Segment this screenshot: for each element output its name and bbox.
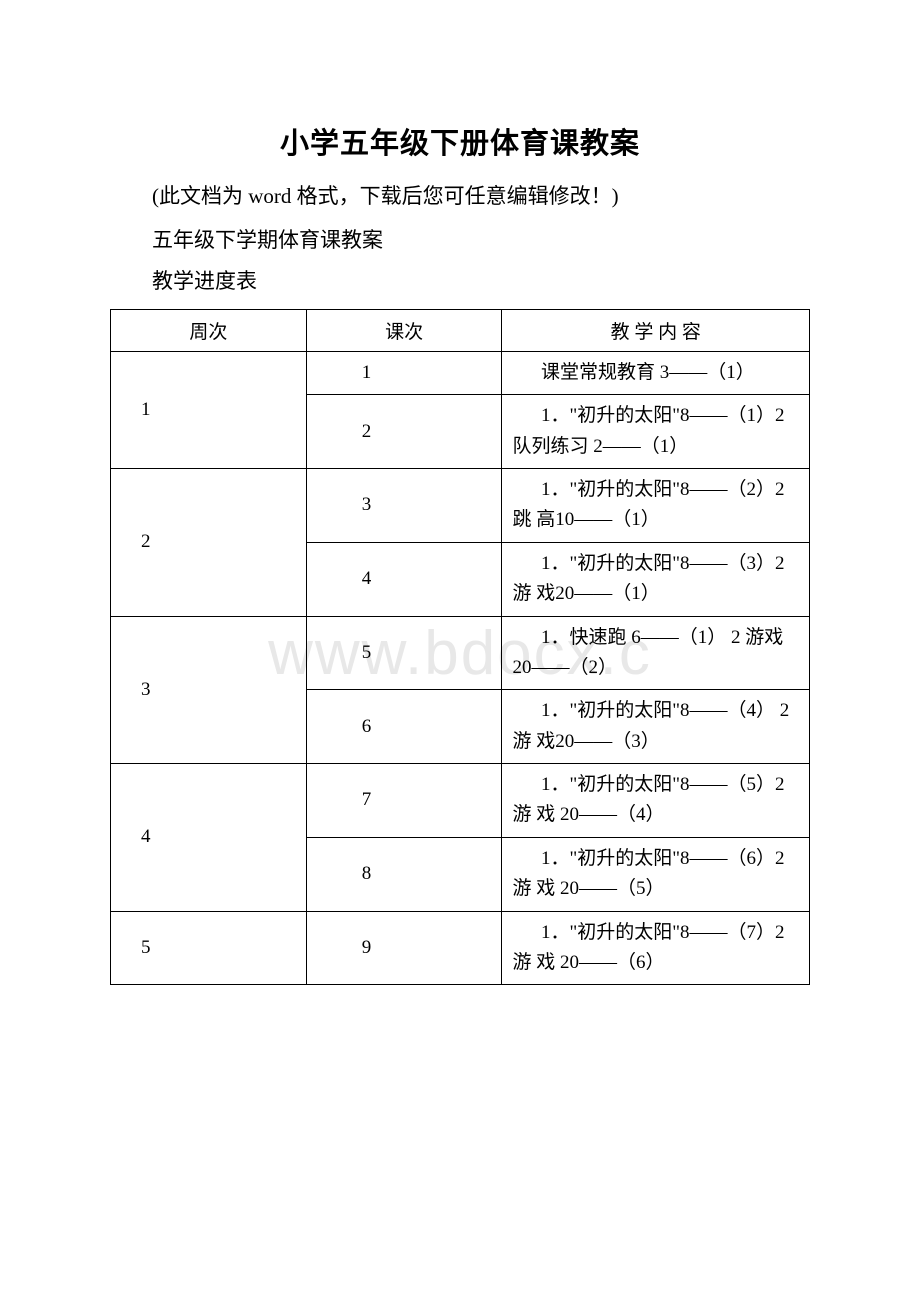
table-row: 11课堂常规教育 3——（1） bbox=[111, 351, 810, 394]
section-heading-2: 教学进度表 bbox=[110, 265, 810, 299]
table-row: 231．"初升的太阳"8——（2）2 跳 高10——（1） bbox=[111, 468, 810, 542]
schedule-table-wrap: 周次 课次 教 学 内 容 11课堂常规教育 3——（1）21．"初升的太阳"8… bbox=[110, 309, 810, 986]
content-cell: 课堂常规教育 3——（1） bbox=[502, 351, 810, 394]
content-cell: 1．"初升的太阳"8——（6）2 游 戏 20——（5） bbox=[502, 837, 810, 911]
lesson-cell: 2 bbox=[306, 395, 502, 469]
lesson-cell: 4 bbox=[306, 542, 502, 616]
content-cell: 1．"初升的太阳"8——（4） 2 游 戏20——（3） bbox=[502, 690, 810, 764]
header-content: 教 学 内 容 bbox=[502, 309, 810, 351]
lesson-cell: 6 bbox=[306, 690, 502, 764]
week-cell: 2 bbox=[111, 468, 307, 616]
table-header-row: 周次 课次 教 学 内 容 bbox=[111, 309, 810, 351]
subtitle-text: (此文档为 word 格式，下载后您可任意编辑修改！) bbox=[110, 180, 810, 214]
content-cell: 1．"初升的太阳"8——（1）2 队列练习 2——（1） bbox=[502, 395, 810, 469]
content-cell: 1．"初升的太阳"8——（2）2 跳 高10——（1） bbox=[502, 468, 810, 542]
header-week: 周次 bbox=[111, 309, 307, 351]
lesson-cell: 7 bbox=[306, 764, 502, 838]
lesson-cell: 9 bbox=[306, 911, 502, 985]
lesson-cell: 8 bbox=[306, 837, 502, 911]
content-cell: 1．"初升的太阳"8——（3）2 游 戏20——（1） bbox=[502, 542, 810, 616]
content-cell: 1．"初升的太阳"8——（7）2 游 戏 20——（6） bbox=[502, 911, 810, 985]
week-cell: 5 bbox=[111, 911, 307, 985]
week-cell: 4 bbox=[111, 764, 307, 912]
table-row: 471．"初升的太阳"8——（5）2 游 戏 20——（4） bbox=[111, 764, 810, 838]
schedule-table: 周次 课次 教 学 内 容 11课堂常规教育 3——（1）21．"初升的太阳"8… bbox=[110, 309, 810, 986]
header-lesson: 课次 bbox=[306, 309, 502, 351]
week-cell: 1 bbox=[111, 351, 307, 468]
lesson-cell: 5 bbox=[306, 616, 502, 690]
content-cell: 1．快速跑 6——（1） 2 游戏 20——（2） bbox=[502, 616, 810, 690]
content-cell: 1．"初升的太阳"8——（5）2 游 戏 20——（4） bbox=[502, 764, 810, 838]
lesson-cell: 1 bbox=[306, 351, 502, 394]
table-row: 351．快速跑 6——（1） 2 游戏 20——（2） bbox=[111, 616, 810, 690]
lesson-cell: 3 bbox=[306, 468, 502, 542]
section-heading-1: 五年级下学期体育课教案 bbox=[110, 224, 810, 258]
page-title: 小学五年级下册体育课教案 bbox=[110, 120, 810, 162]
week-cell: 3 bbox=[111, 616, 307, 764]
table-row: 591．"初升的太阳"8——（7）2 游 戏 20——（6） bbox=[111, 911, 810, 985]
